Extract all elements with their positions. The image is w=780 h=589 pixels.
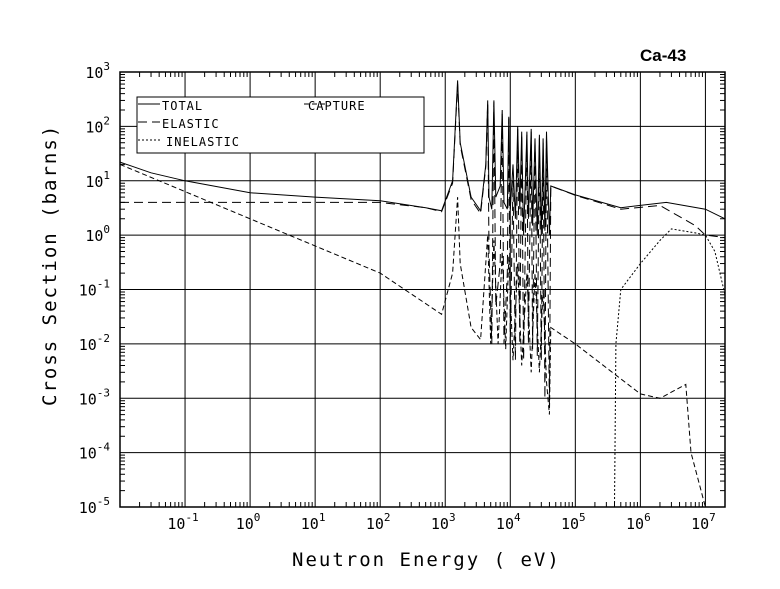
- legend-elastic: ELASTIC: [162, 117, 220, 131]
- series-elastic-line: [120, 84, 726, 407]
- y-tick-label: 103: [85, 60, 110, 82]
- y-tick-label: 101: [85, 169, 110, 191]
- y-tick-label: 10-2: [79, 332, 110, 354]
- legend-inelastic: INELASTIC: [166, 135, 241, 149]
- x-tick-label: 103: [431, 511, 456, 533]
- y-tick-label: 10-4: [79, 441, 111, 463]
- x-tick-label: 102: [366, 511, 391, 533]
- y-tick-label: 102: [85, 114, 110, 136]
- x-tick-label: 100: [236, 511, 261, 533]
- legend-capture: CAPTURE: [308, 99, 366, 113]
- y-axis-label: Cross Section (barns): [39, 123, 61, 406]
- y-tick-label: 10-5: [79, 495, 110, 517]
- x-tick-label: 104: [496, 511, 521, 533]
- x-tick-label: 10-1: [167, 511, 198, 533]
- chart-title: Ca-43: [640, 46, 687, 65]
- legend-total: TOTAL: [162, 99, 204, 113]
- y-tick-label: 100: [85, 223, 110, 245]
- series-inelastic-line: [614, 228, 726, 508]
- plot-frame: [119, 71, 726, 508]
- x-tick-label: 107: [691, 511, 716, 533]
- y-tick-label: 10-1: [79, 278, 110, 300]
- x-tick-label: 101: [301, 511, 326, 533]
- x-axis-label: Neutron Energy ( eV): [292, 549, 561, 571]
- series-capture-line: [119, 163, 706, 508]
- x-tick-label: 106: [626, 511, 651, 533]
- x-tick-label: 105: [561, 511, 586, 533]
- legend-box: [136, 96, 425, 154]
- y-tick-label: 10-3: [79, 386, 110, 408]
